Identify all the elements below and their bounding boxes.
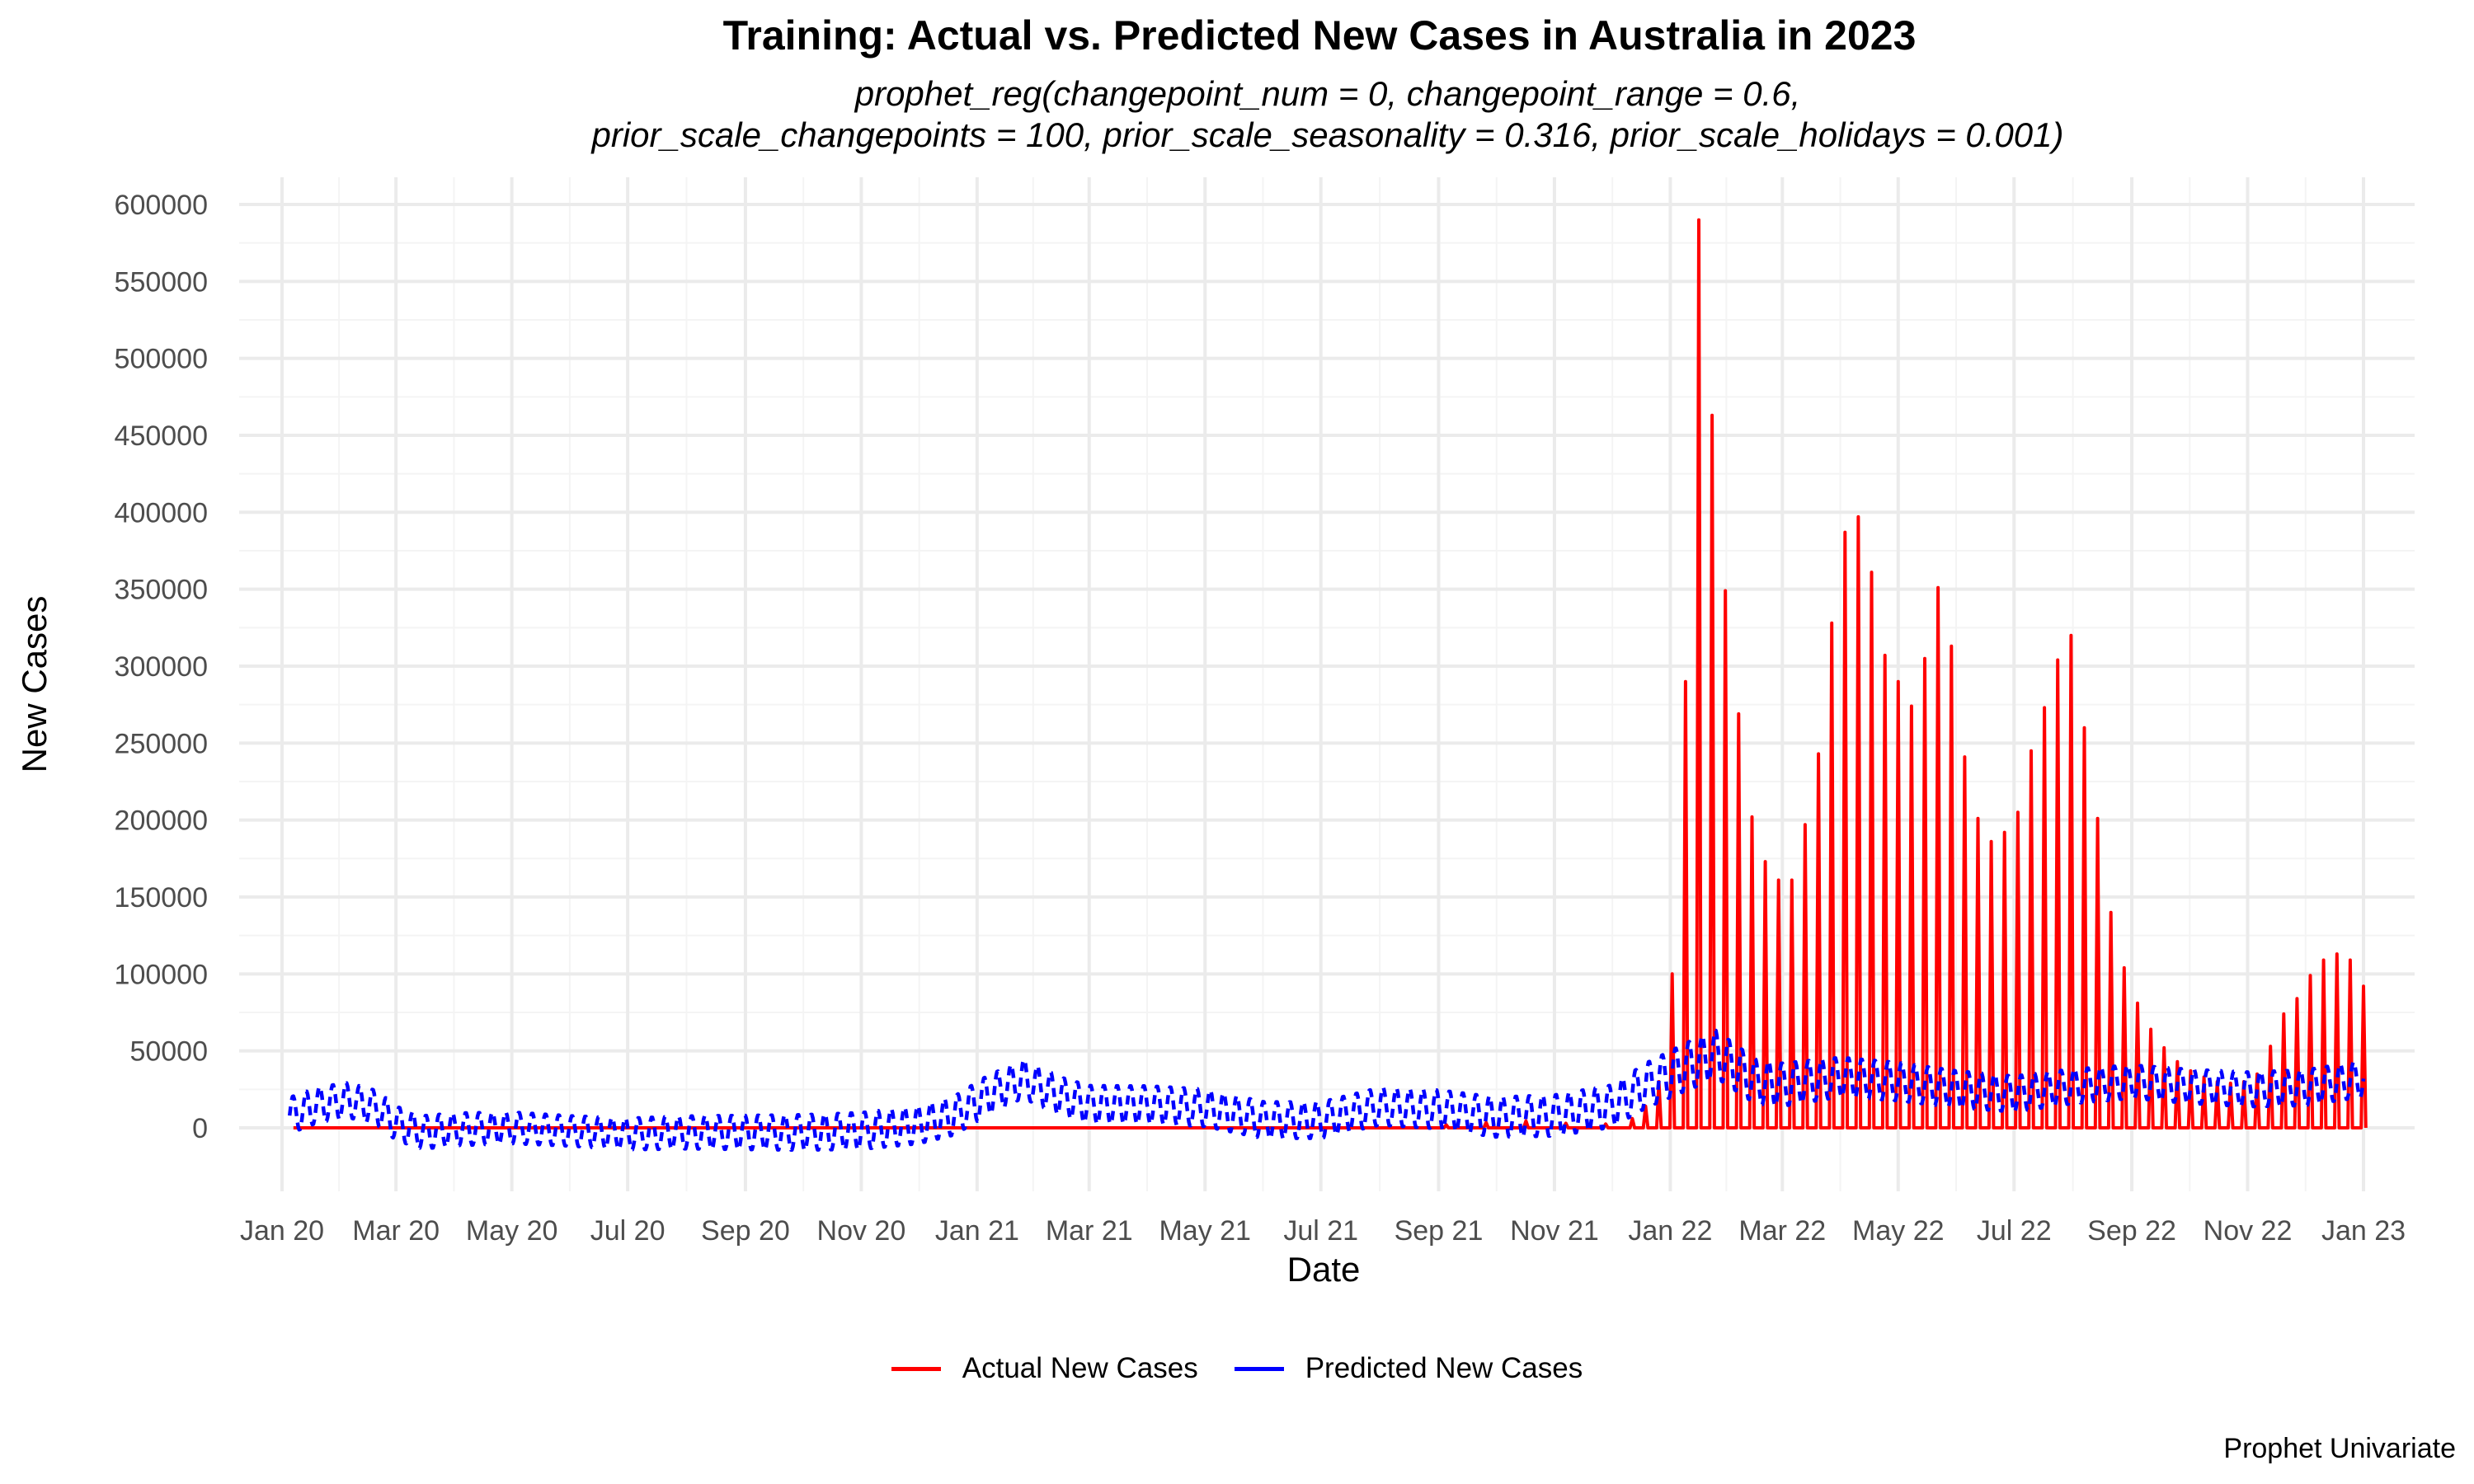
y-tick-label: 600000	[115, 190, 208, 221]
y-tick-label: 250000	[115, 728, 208, 759]
x-tick-label: Sep 20	[701, 1215, 790, 1247]
legend-item-predicted: Predicted New Cases	[1234, 1352, 1583, 1385]
y-tick-label: 350000	[115, 575, 208, 606]
x-tick-label: Nov 22	[2204, 1215, 2293, 1247]
chart-plot-area: 0 50000 100000 150000 200000 250000 300000 3500…	[15, 177, 2415, 1289]
predicted-new-cases-line	[287, 1028, 2366, 1153]
series-actual-new-cases	[293, 218, 2368, 1129]
x-tick-label: May 22	[1852, 1215, 1945, 1247]
x-tick-label: Jul 22	[1977, 1215, 2052, 1247]
x-tick-label: Mar 20	[352, 1215, 440, 1247]
chart-caption: Prophet Univariate	[2223, 1433, 2456, 1464]
y-tick-label: 50000	[129, 1036, 208, 1068]
y-tick-label: 300000	[115, 651, 208, 683]
x-tick-label: Jan 20	[240, 1215, 324, 1247]
x-tick-label: May 21	[1159, 1215, 1251, 1247]
x-axis-title: Date	[1287, 1250, 1361, 1289]
chart-title: Training: Actual vs. Predicted New Cases…	[722, 12, 1917, 59]
legend: Actual New Cases Predicted New Cases	[0, 1352, 2474, 1385]
legend-item-actual: Actual New Cases	[891, 1352, 1198, 1385]
x-tick-label: Mar 22	[1738, 1215, 1826, 1247]
x-tick-label: Mar 21	[1046, 1215, 1133, 1247]
y-tick-label: 550000	[115, 266, 208, 298]
x-tick-label: May 20	[466, 1215, 558, 1247]
y-axis-ticks: 0 50000 100000 150000 200000 250000 300000 3500…	[115, 190, 208, 1144]
x-tick-label: Sep 21	[1395, 1215, 1484, 1247]
legend-key-predicted	[1234, 1366, 1284, 1371]
x-tick-label: Jul 21	[1283, 1215, 1358, 1247]
x-tick-label: Nov 20	[817, 1215, 906, 1247]
grid-major	[239, 177, 2415, 1191]
y-tick-label: 400000	[115, 497, 208, 528]
y-tick-label: 150000	[115, 882, 208, 913]
legend-label-predicted: Predicted New Cases	[1305, 1352, 1583, 1384]
x-tick-label: Nov 21	[1510, 1215, 1599, 1247]
series-predicted-new-cases	[287, 1028, 2366, 1153]
chart-subtitle-line-1: prophet_reg(changepoint_num = 0, changep…	[854, 74, 1801, 113]
x-axis-ticks: Jan 20 Mar 20 May 20 Jul 20 Sep 20 Nov 20 Jan …	[240, 1215, 2406, 1247]
chart-subtitle-line-2: prior_scale_changepoints = 100, prior_sc…	[591, 115, 2064, 154]
y-tick-label: 450000	[115, 420, 208, 452]
actual-new-cases-line	[293, 218, 2368, 1129]
x-tick-label: Jan 21	[935, 1215, 1019, 1247]
x-tick-label: Jan 23	[2321, 1215, 2406, 1247]
y-tick-label: 500000	[115, 344, 208, 375]
y-tick-label: 0	[192, 1113, 208, 1144]
x-tick-label: Sep 22	[2087, 1215, 2176, 1247]
y-axis-title: New Cases	[15, 596, 54, 773]
legend-key-actual	[891, 1366, 941, 1371]
x-tick-label: Jul 20	[590, 1215, 666, 1247]
grid-minor	[239, 177, 2415, 1191]
legend-label-actual: Actual New Cases	[962, 1352, 1198, 1384]
y-tick-label: 100000	[115, 959, 208, 990]
x-tick-label: Jan 22	[1628, 1215, 1712, 1247]
y-tick-label: 200000	[115, 805, 208, 837]
